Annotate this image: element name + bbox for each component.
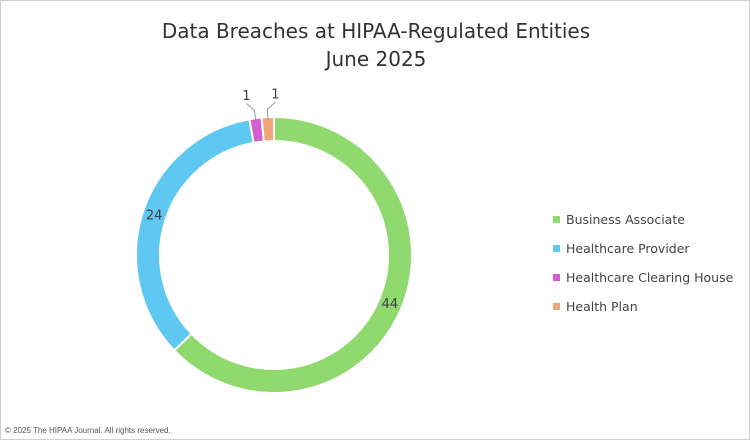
legend-label: Healthcare Clearing House <box>566 270 734 285</box>
copyright-text: © 2025 The HIPAA Journal. All rights res… <box>5 426 171 435</box>
legend-label: Business Associate <box>566 212 685 227</box>
legend-swatch <box>553 303 560 310</box>
legend-swatch <box>553 274 560 281</box>
legend-swatch <box>553 245 560 252</box>
legend-swatch <box>553 216 560 223</box>
chart-subtitle: June 2025 <box>325 47 427 71</box>
legend-label: Healthcare Provider <box>566 241 690 256</box>
legend-item: Healthcare Clearing House <box>553 263 733 292</box>
leader-line <box>246 102 257 121</box>
legend-label: Health Plan <box>566 299 638 314</box>
legend-item: Health Plan <box>553 292 733 321</box>
donut-slice <box>260 115 275 143</box>
donut-slice <box>135 118 255 352</box>
donut-slice <box>172 115 413 394</box>
legend-item: Healthcare Provider <box>553 234 733 263</box>
chart-title-block: Data Breaches at HIPAA-Regulated Entitie… <box>1 17 750 73</box>
chart-legend: Business Associate Healthcare Provider H… <box>553 205 733 321</box>
data-label: 1 <box>242 89 250 104</box>
legend-item: Business Associate <box>553 205 733 234</box>
data-label: 24 <box>146 209 163 224</box>
chart-title: Data Breaches at HIPAA-Regulated Entitie… <box>161 19 591 43</box>
leader-line <box>266 101 276 120</box>
data-label: 44 <box>382 297 399 312</box>
data-label: 1 <box>271 88 279 103</box>
